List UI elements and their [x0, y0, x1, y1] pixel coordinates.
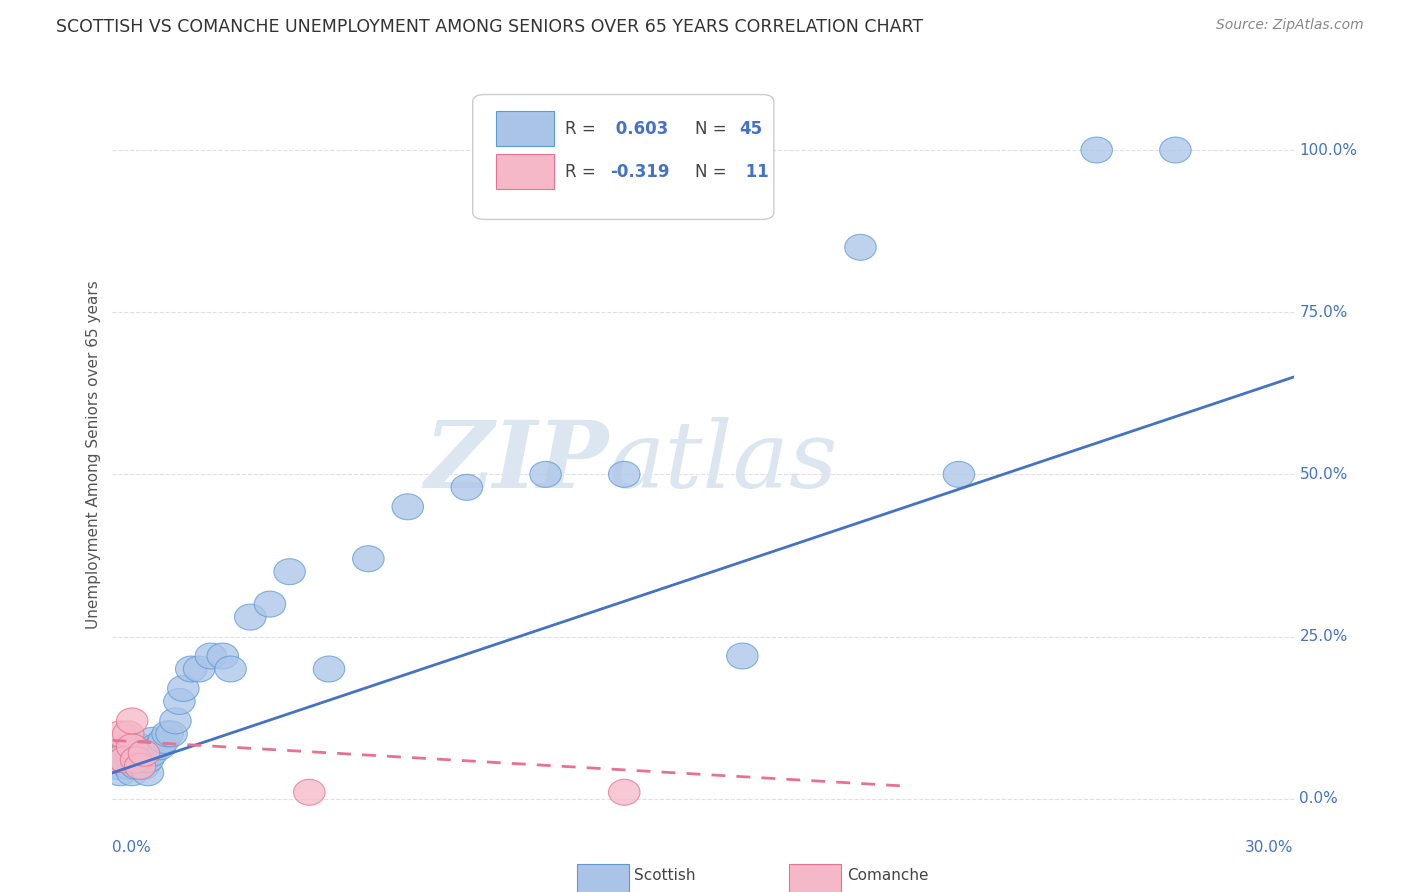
- Ellipse shape: [451, 475, 482, 500]
- Ellipse shape: [108, 747, 141, 772]
- Text: 45: 45: [740, 120, 762, 137]
- Text: Source: ZipAtlas.com: Source: ZipAtlas.com: [1216, 18, 1364, 32]
- Ellipse shape: [108, 747, 141, 772]
- Text: 75.0%: 75.0%: [1299, 305, 1348, 319]
- Ellipse shape: [117, 747, 148, 772]
- FancyBboxPatch shape: [789, 863, 841, 892]
- Ellipse shape: [112, 721, 143, 747]
- FancyBboxPatch shape: [496, 112, 554, 146]
- Ellipse shape: [235, 604, 266, 630]
- Ellipse shape: [104, 760, 136, 786]
- Text: R =: R =: [565, 120, 600, 137]
- Ellipse shape: [104, 721, 136, 747]
- Ellipse shape: [392, 494, 423, 520]
- Ellipse shape: [727, 643, 758, 669]
- Ellipse shape: [124, 734, 156, 760]
- Ellipse shape: [101, 747, 132, 772]
- Ellipse shape: [121, 740, 152, 766]
- Ellipse shape: [207, 643, 239, 669]
- Ellipse shape: [128, 740, 160, 766]
- Ellipse shape: [124, 754, 156, 780]
- Ellipse shape: [609, 461, 640, 487]
- Ellipse shape: [132, 747, 163, 772]
- Ellipse shape: [132, 760, 163, 786]
- Ellipse shape: [943, 461, 974, 487]
- FancyBboxPatch shape: [576, 863, 628, 892]
- Y-axis label: Unemployment Among Seniors over 65 years: Unemployment Among Seniors over 65 years: [86, 281, 101, 629]
- Ellipse shape: [124, 747, 156, 772]
- Ellipse shape: [128, 740, 160, 766]
- Ellipse shape: [136, 727, 167, 754]
- Ellipse shape: [117, 760, 148, 786]
- Ellipse shape: [108, 740, 141, 766]
- Text: atlas: atlas: [609, 417, 838, 507]
- Ellipse shape: [176, 656, 207, 682]
- Ellipse shape: [112, 754, 143, 780]
- Text: 11: 11: [740, 162, 768, 180]
- Ellipse shape: [121, 754, 152, 780]
- Text: Scottish: Scottish: [634, 869, 696, 883]
- Ellipse shape: [294, 780, 325, 805]
- Ellipse shape: [274, 558, 305, 584]
- Ellipse shape: [1160, 137, 1191, 163]
- Ellipse shape: [121, 747, 152, 772]
- Ellipse shape: [530, 461, 561, 487]
- Ellipse shape: [112, 734, 143, 760]
- Text: Comanche: Comanche: [846, 869, 928, 883]
- Ellipse shape: [143, 734, 176, 760]
- Ellipse shape: [148, 727, 180, 754]
- Text: N =: N =: [695, 120, 731, 137]
- Text: N =: N =: [695, 162, 731, 180]
- Ellipse shape: [1081, 137, 1112, 163]
- FancyBboxPatch shape: [496, 154, 554, 189]
- Text: ZIP: ZIP: [425, 417, 609, 507]
- Text: 30.0%: 30.0%: [1246, 840, 1294, 855]
- Text: 0.603: 0.603: [610, 120, 668, 137]
- Ellipse shape: [152, 721, 183, 747]
- Ellipse shape: [128, 754, 160, 780]
- Ellipse shape: [195, 643, 226, 669]
- Ellipse shape: [156, 721, 187, 747]
- Text: -0.319: -0.319: [610, 162, 669, 180]
- Ellipse shape: [167, 675, 200, 701]
- Text: R =: R =: [565, 162, 600, 180]
- Ellipse shape: [101, 754, 132, 780]
- Ellipse shape: [160, 708, 191, 734]
- Text: 25.0%: 25.0%: [1299, 629, 1348, 644]
- Text: SCOTTISH VS COMANCHE UNEMPLOYMENT AMONG SENIORS OVER 65 YEARS CORRELATION CHART: SCOTTISH VS COMANCHE UNEMPLOYMENT AMONG …: [56, 18, 924, 36]
- Text: 50.0%: 50.0%: [1299, 467, 1348, 482]
- Ellipse shape: [136, 740, 167, 766]
- Text: 0.0%: 0.0%: [1299, 791, 1339, 806]
- Text: 100.0%: 100.0%: [1299, 143, 1357, 158]
- Ellipse shape: [183, 656, 215, 682]
- Ellipse shape: [845, 235, 876, 260]
- Ellipse shape: [215, 656, 246, 682]
- Ellipse shape: [314, 656, 344, 682]
- Ellipse shape: [117, 734, 148, 760]
- Ellipse shape: [163, 689, 195, 714]
- Ellipse shape: [254, 591, 285, 617]
- Ellipse shape: [353, 546, 384, 572]
- Text: 0.0%: 0.0%: [112, 840, 152, 855]
- Ellipse shape: [117, 708, 148, 734]
- FancyBboxPatch shape: [472, 95, 773, 219]
- Ellipse shape: [609, 780, 640, 805]
- Ellipse shape: [141, 734, 172, 760]
